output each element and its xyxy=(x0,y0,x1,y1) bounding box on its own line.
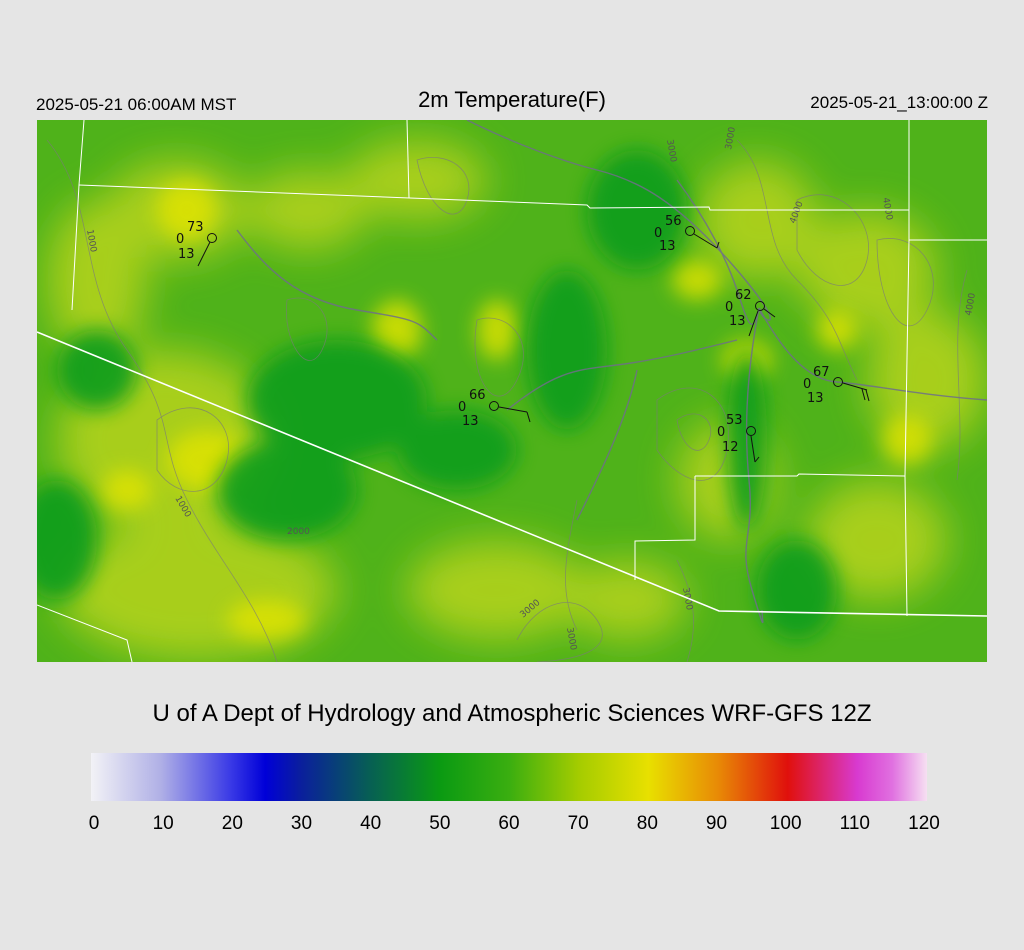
station-cloud: 0 xyxy=(176,232,184,247)
station-temp: 67 xyxy=(813,365,830,380)
contour-label: 3000 xyxy=(724,126,738,151)
station-east: 67 0 13 xyxy=(803,365,870,406)
colorbar-tick-label: 10 xyxy=(152,813,174,834)
station-north: 56 0 13 xyxy=(654,214,720,254)
station-wind: 13 xyxy=(178,247,195,262)
station-cloud: 0 xyxy=(803,377,811,392)
elevation-contours xyxy=(46,139,968,662)
station-wind: 13 xyxy=(807,391,824,406)
station-temp: 66 xyxy=(469,388,486,403)
cool-valleys xyxy=(37,150,837,640)
station-wind: 13 xyxy=(659,239,676,254)
temperature-map: 1000 1000 2000 3000 3000 4000 4000 4000 … xyxy=(37,120,987,662)
model-credit: U of A Dept of Hydrology and Atmospheric… xyxy=(152,700,872,727)
station-cloud: 0 xyxy=(458,400,466,415)
warm-regions xyxy=(47,140,987,660)
colorbar-tick-label: 70 xyxy=(567,813,589,834)
colorbar-tick-label: 0 xyxy=(88,813,100,834)
colorbar-ticks: 0 10 20 30 40 50 60 70 80 90 100 110 120 xyxy=(0,813,1024,839)
local-time-label: 2025-05-21 06:00AM MST xyxy=(36,95,237,114)
station-central: 66 0 13 xyxy=(458,388,531,429)
map-title: 2m Temperature(F) xyxy=(418,87,606,112)
contour-label: 2000 xyxy=(287,527,310,537)
contour-label: 1000 xyxy=(84,229,98,254)
state-boundary xyxy=(37,331,987,617)
temperature-colorbar xyxy=(91,753,927,801)
station-temp: 53 xyxy=(726,413,743,428)
colorbar-tick-label: 80 xyxy=(636,813,658,834)
station-temp: 73 xyxy=(187,220,204,235)
station-wind: 12 xyxy=(722,440,739,455)
colorbar-tick-label: 100 xyxy=(769,813,802,834)
station-nw: 73 0 13 xyxy=(176,220,217,267)
station-temp: 62 xyxy=(735,288,752,303)
colorbar-tick-label: 30 xyxy=(290,813,313,834)
contour-label: 3000 xyxy=(664,139,678,164)
station-wind: 13 xyxy=(729,314,746,329)
colorbar-tick-label: 50 xyxy=(429,813,451,834)
station-wind: 13 xyxy=(462,414,479,429)
county-boundaries xyxy=(37,120,987,662)
station-cloud: 0 xyxy=(654,226,662,241)
colorbar-tick-label: 90 xyxy=(705,813,728,834)
contour-label: 4000 xyxy=(964,292,978,317)
colorbar-tick-label: 110 xyxy=(839,813,870,834)
contour-label: 3000 xyxy=(564,627,578,652)
station-se: 53 0 12 xyxy=(717,413,760,463)
colorbar-tick-label: 120 xyxy=(908,813,940,834)
colorbar-tick-label: 20 xyxy=(221,813,243,834)
utc-time-label: 2025-05-21_13:00:00 Z xyxy=(810,93,988,112)
station-ne: 62 0 13 xyxy=(725,288,776,337)
contour-label: 3000 xyxy=(680,587,694,612)
colorbar-tick-label: 40 xyxy=(360,813,382,834)
station-cloud: 0 xyxy=(717,425,725,440)
rivers xyxy=(236,120,987,624)
colorbar-tick-label: 60 xyxy=(498,813,520,834)
station-cloud: 0 xyxy=(725,300,733,315)
temperature-map-svg: 1000 1000 2000 3000 3000 4000 4000 4000 … xyxy=(37,120,987,662)
station-temp: 56 xyxy=(665,214,682,229)
contour-label: 4000 xyxy=(880,197,894,222)
